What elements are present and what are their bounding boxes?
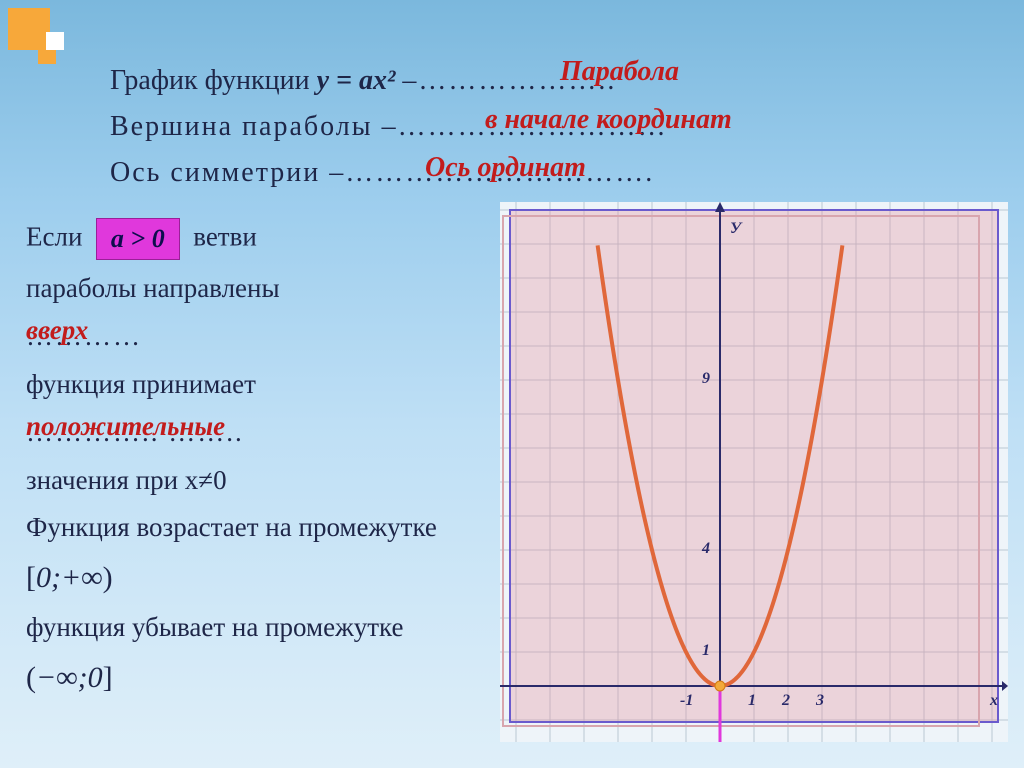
interval-decreasing: (−∞;0] (26, 657, 476, 699)
x-tick-label: -1 (680, 692, 693, 710)
answer-parabola: Парабола (560, 56, 679, 88)
x-tick-label: 2 (782, 692, 790, 710)
chart-svg-container (500, 202, 1008, 742)
condition-badge: a > 0 (96, 218, 180, 260)
line1-formula: y = ax² (317, 65, 396, 96)
y-axis-label: У (730, 220, 741, 238)
parabola-chart: У х -1 1 2 3 1 4 9 (500, 202, 1008, 742)
p7: Функция возрастает на промежутке (26, 509, 476, 547)
left-content-block: Если a > 0 ветви параболы направлены ………… (26, 218, 476, 709)
p6: значения при х≠0 (26, 462, 476, 500)
answer-origin: в начале координат (485, 104, 732, 136)
x-tick-label: 3 (816, 692, 824, 710)
p2: параболы направлены (26, 270, 476, 308)
p1a: Если (26, 221, 82, 251)
p1b: ветви (193, 221, 257, 251)
chart-svg (500, 202, 1008, 742)
y-tick-label: 9 (702, 370, 710, 388)
answer-up: вверх (26, 312, 88, 350)
p8: функция убывает на промежутке (26, 609, 476, 647)
y-tick-label: 1 (702, 642, 710, 660)
line1-prefix: График функции (110, 65, 317, 96)
answer-positive: положительные (26, 408, 225, 446)
answer-ordinate-axis: Ось ординат (425, 152, 586, 184)
x-tick-label: 1 (748, 692, 756, 710)
x-axis-label: х (990, 692, 998, 710)
y-tick-label: 4 (702, 540, 710, 558)
p4: функция принимает (26, 366, 476, 404)
interval-increasing: [0;+∞) (26, 557, 476, 599)
